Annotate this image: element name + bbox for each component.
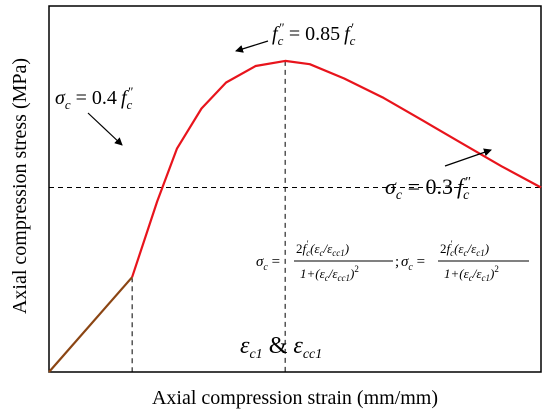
annotation-sigma-04: σc = 0.4 fc" bbox=[55, 84, 133, 112]
formula-den1: 1+(εc/εcc1)2 bbox=[300, 264, 359, 283]
arrow-sigma-03 bbox=[444, 148, 492, 167]
formula-middle: σc = bbox=[401, 254, 425, 273]
formula-separator: ; bbox=[395, 254, 399, 270]
formula-num2: 2fc' (εc/εc1) bbox=[440, 239, 489, 258]
annotation-sigma-03: σc = 0.3 fc" bbox=[385, 174, 470, 203]
annotation-f-peak: fc" = 0.85 fc' bbox=[272, 20, 356, 48]
formula-left: σc = bbox=[256, 254, 280, 273]
x-axis-label: Axial compression strain (mm/mm) bbox=[152, 387, 438, 409]
series-layer bbox=[48, 59, 542, 373]
series-line-curve bbox=[131, 59, 542, 278]
formula-block: σc = 2fc' (εc/εcc1) 1+(εc/εcc1)2 ; σc = 2… bbox=[256, 239, 529, 283]
annotation-epsilon: εc1 & εcc1 bbox=[240, 333, 322, 362]
y-axis-label: Axial compression stress (MPa) bbox=[9, 58, 31, 314]
formula-den2: 1+(εc/εc1)2 bbox=[444, 264, 499, 283]
reference-lines bbox=[49, 60, 541, 372]
arrow-f-peak bbox=[235, 40, 269, 53]
series-line-linear-ascending bbox=[48, 276, 133, 373]
arrow-sigma-04 bbox=[87, 112, 123, 146]
formula-num1: 2fc' (εc/εcc1) bbox=[296, 239, 349, 258]
plot-frame bbox=[48, 5, 542, 373]
